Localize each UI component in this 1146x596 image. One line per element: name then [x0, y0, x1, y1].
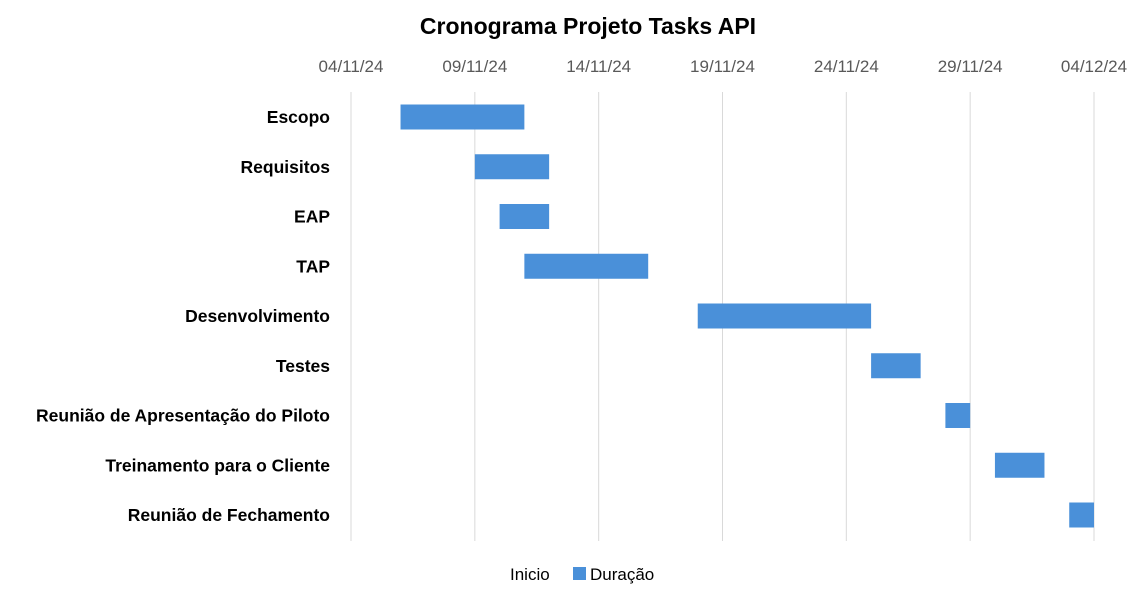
duration-bar	[697, 303, 872, 329]
category-label: Reunião de Apresentação do Piloto	[36, 406, 330, 426]
x-tick-label: 29/11/24	[938, 57, 1003, 76]
x-tick-label: 24/11/24	[814, 57, 879, 76]
category-label: Escopo	[267, 107, 330, 127]
legend: Inicio Duração	[510, 565, 654, 584]
category-label: TAP	[296, 256, 330, 276]
x-tick-label: 04/11/24	[319, 57, 384, 76]
category-label: Desenvolvimento	[185, 306, 330, 326]
x-tick-label: 04/12/24	[1061, 57, 1127, 76]
legend-swatch-duracao	[573, 567, 586, 580]
category-label: EAP	[294, 207, 330, 227]
x-tick-label: 09/11/24	[442, 57, 507, 76]
legend-entry-inicio: Inicio	[510, 565, 550, 584]
legend-entry-duracao: Duração	[590, 565, 654, 584]
duration-bar	[945, 403, 971, 428]
duration-bar	[871, 353, 921, 379]
duration-bar	[1069, 502, 1094, 528]
category-labels: Escopo Requisitos EAP TAP Desenvolvimento Tes…	[36, 107, 330, 525]
category-label: Testes	[276, 356, 330, 376]
duration-bar	[994, 452, 1045, 478]
x-tick-label: 14/11/24	[566, 57, 631, 76]
category-label: Reunião de Fechamento	[128, 505, 330, 525]
x-tick-label: 19/11/24	[690, 57, 755, 76]
x-axis-tick-labels: 04/11/24 09/11/24 14/11/24 19/11/24 24/11/24…	[319, 57, 1128, 76]
duration-bar	[524, 253, 649, 279]
category-label: Treinamento para o Cliente	[105, 455, 330, 475]
duration-bar	[474, 154, 550, 180]
duration-bar	[400, 104, 525, 130]
category-label: Requisitos	[241, 157, 331, 177]
chart-title: Cronograma Projeto Tasks API	[420, 13, 756, 39]
duration-bars	[400, 104, 1094, 528]
duration-bar	[499, 204, 550, 229]
